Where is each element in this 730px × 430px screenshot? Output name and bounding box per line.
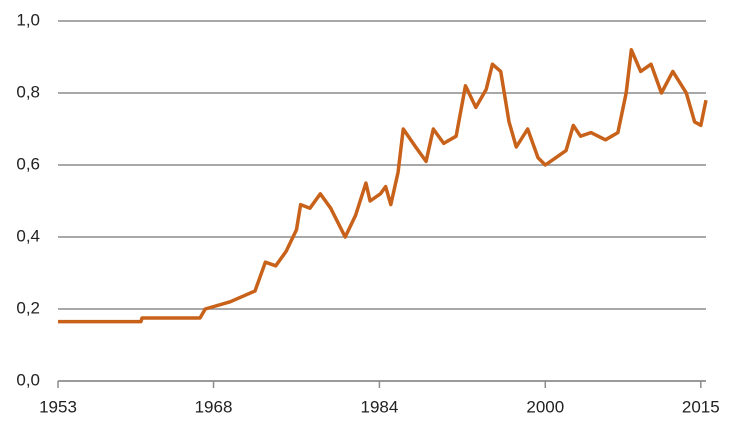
y-tick-label: 0,6 [16,154,40,173]
y-tick-label: 0,2 [16,298,40,317]
y-tick-label: 0,4 [16,226,40,245]
y-tick-label: 1,0 [16,10,40,29]
x-tick-label: 2015 [682,397,720,416]
y-tick-label: 0,0 [16,370,40,389]
x-tick-label: 2000 [526,397,564,416]
y-tick-label: 0,8 [16,82,40,101]
x-tick-label: 1953 [39,397,77,416]
x-tick-label: 1968 [195,397,233,416]
data-line [58,48,708,324]
x-tick-label: 1984 [360,397,398,416]
